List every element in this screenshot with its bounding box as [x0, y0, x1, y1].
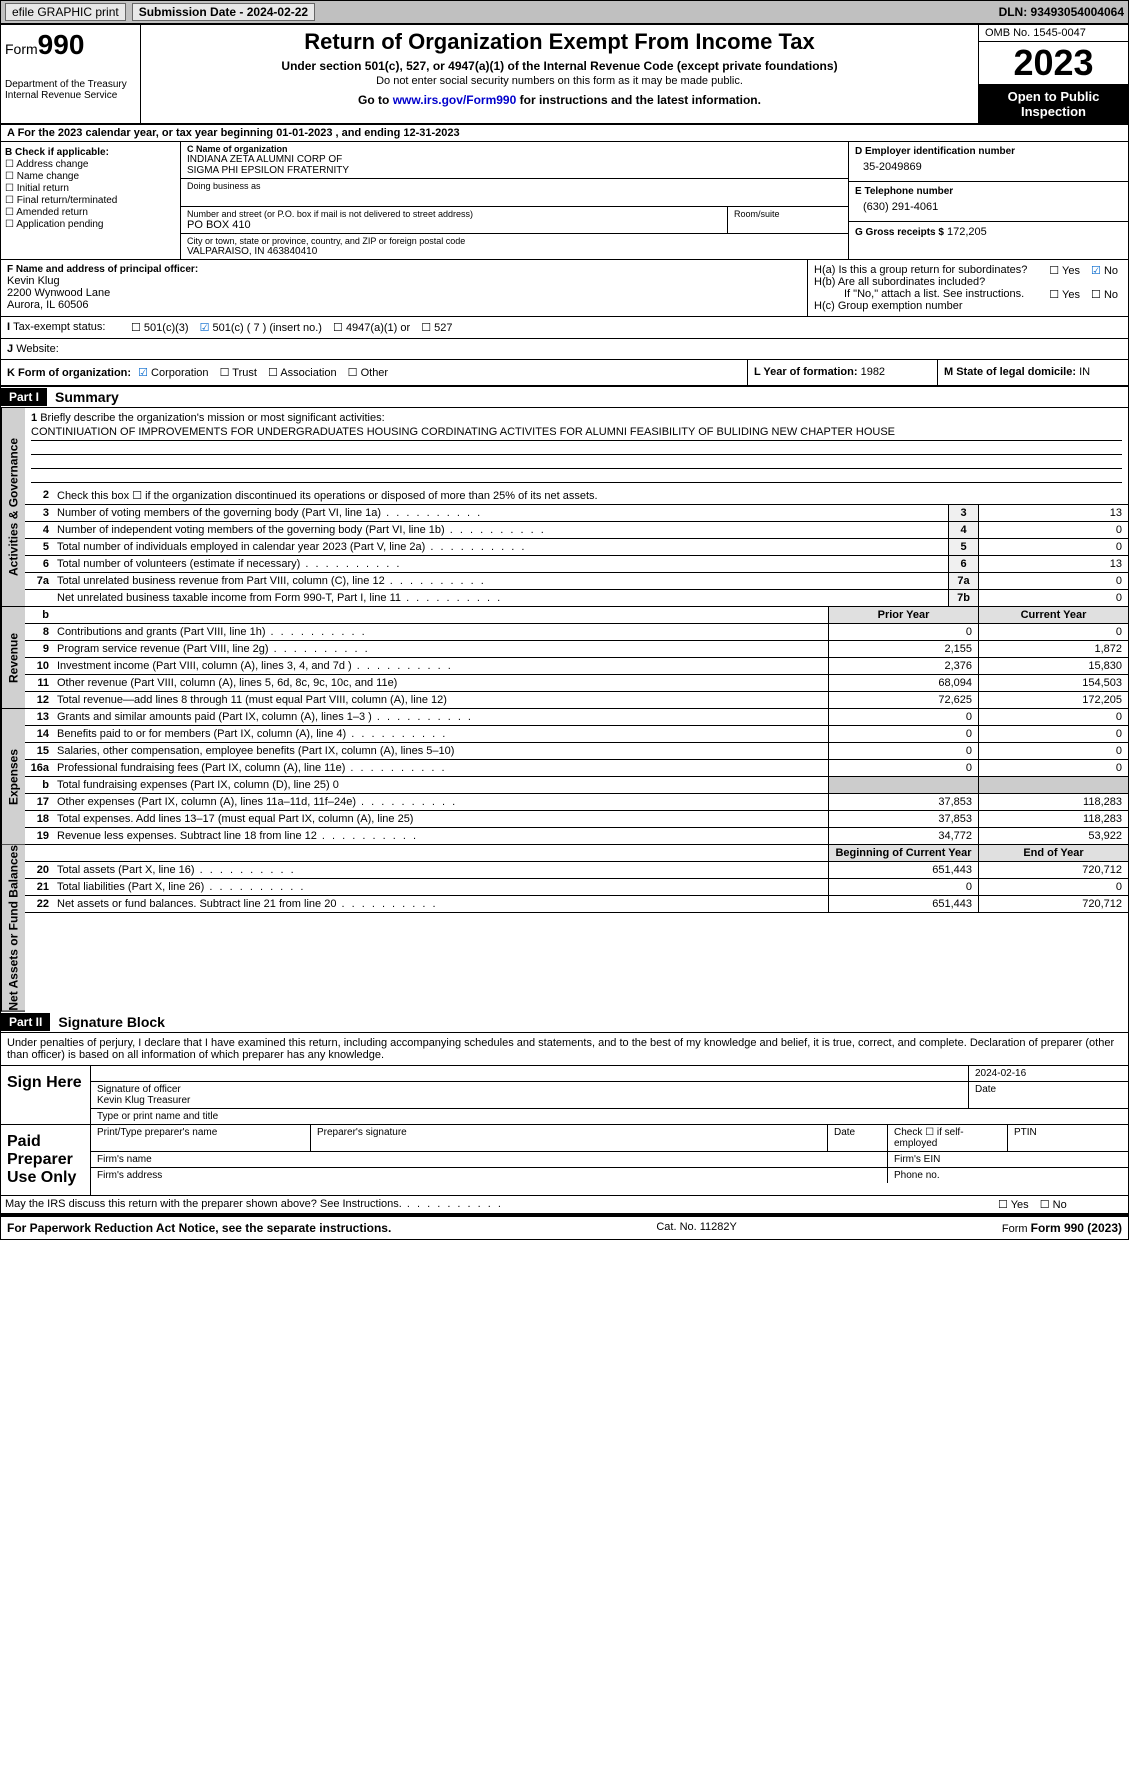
val-4: 0 [978, 522, 1128, 538]
goto-link-row: Go to www.irs.gov/Form990 for instructio… [149, 93, 970, 107]
chk-name-change[interactable]: Name change [5, 171, 176, 182]
officer-name: Kevin Klug [7, 275, 801, 287]
ssn-note: Do not enter social security numbers on … [149, 75, 970, 87]
tax-4947[interactable]: 4947(a)(1) or [333, 321, 410, 334]
paid-preparer-label: Paid Preparer Use Only [1, 1125, 91, 1195]
chk-initial-return[interactable]: Initial return [5, 183, 176, 194]
irs-link[interactable]: www.irs.gov/Form990 [393, 93, 517, 107]
street-address: PO BOX 410 [187, 219, 721, 231]
open-to-public: Open to Public Inspection [979, 85, 1128, 123]
year-formation: 1982 [861, 366, 885, 378]
form-subtitle: Under section 501(c), 527, or 4947(a)(1)… [149, 59, 970, 73]
sign-here-label: Sign Here [1, 1066, 91, 1124]
officer-sig-name: Kevin Klug Treasurer [97, 1095, 190, 1106]
val-5: 0 [978, 539, 1128, 555]
box-b: B Check if applicable: Address change Na… [1, 142, 181, 259]
chk-app-pending[interactable]: Application pending [5, 219, 176, 230]
org-assoc[interactable]: Association [268, 366, 337, 379]
org-trust[interactable]: Trust [220, 366, 257, 379]
topbar: efile GRAPHIC print Submission Date - 20… [0, 0, 1129, 24]
mission-text: CONTINIUATION OF IMPROVEMENTS FOR UNDERG… [31, 424, 1122, 441]
chk-address-change[interactable]: Address change [5, 159, 176, 170]
chk-final-return[interactable]: Final return/terminated [5, 195, 176, 206]
tax-year: 2023 [979, 42, 1128, 85]
omb-number: OMB No. 1545-0047 [979, 25, 1128, 42]
form-title: Return of Organization Exempt From Incom… [149, 29, 970, 55]
officer-addr1: 2200 Wynwood Lane [7, 287, 801, 299]
irs-discuss-yes[interactable]: Yes [998, 1198, 1029, 1211]
hb-no[interactable]: No [1091, 288, 1118, 301]
efile-print-button[interactable]: efile GRAPHIC print [5, 3, 126, 21]
ein: 35-2049869 [855, 157, 1122, 177]
city-state-zip: VALPARAISO, IN 463840410 [187, 246, 842, 257]
side-netassets: Net Assets or Fund Balances [1, 845, 25, 1012]
state-domicile: IN [1079, 366, 1090, 378]
perjury-declaration: Under penalties of perjury, I declare th… [1, 1033, 1128, 1066]
side-activities: Activities & Governance [1, 408, 25, 607]
form-number: Form990 [5, 29, 136, 61]
side-revenue: Revenue [1, 607, 25, 709]
org-other[interactable]: Other [348, 366, 388, 379]
chk-amended-return[interactable]: Amended return [5, 207, 176, 218]
form-990: Form990 Department of the Treasury Inter… [0, 24, 1129, 1240]
telephone: (630) 291-4061 [855, 197, 1122, 217]
tax-501c3[interactable]: 501(c)(3) [131, 321, 189, 334]
tax-501c[interactable]: 501(c) ( 7 ) (insert no.) [200, 321, 322, 334]
val-7a: 0 [978, 573, 1128, 589]
side-expenses: Expenses [1, 709, 25, 845]
org-name-1: INDIANA ZETA ALUMNI CORP OF [187, 154, 842, 165]
org-name-2: SIGMA PHI EPSILON FRATERNITY [187, 165, 842, 176]
hb-yes[interactable]: Yes [1049, 288, 1080, 301]
part-i-header: Part I [1, 388, 47, 406]
val-3: 13 [978, 505, 1128, 521]
line-a-period: A For the 2023 calendar year, or tax yea… [1, 125, 1128, 142]
footer: For Paperwork Reduction Act Notice, see … [1, 1215, 1128, 1239]
val-7b: 0 [978, 590, 1128, 606]
officer-addr2: Aurora, IL 60506 [7, 299, 801, 311]
tax-527[interactable]: 527 [421, 321, 452, 334]
box-c: C Name of organization INDIANA ZETA ALUM… [181, 142, 848, 259]
gross-receipts: 172,205 [947, 226, 987, 238]
val-6: 13 [978, 556, 1128, 572]
ha-no[interactable]: No [1091, 264, 1118, 277]
irs-discuss-no[interactable]: No [1040, 1198, 1067, 1211]
part-ii-header: Part II [1, 1013, 50, 1031]
org-corp[interactable]: Corporation [138, 366, 208, 379]
dln: DLN: 93493054004064 [999, 5, 1124, 19]
sig-date: 2024-02-16 [968, 1066, 1128, 1081]
submission-date: Submission Date - 2024-02-22 [132, 3, 315, 21]
department: Department of the Treasury Internal Reve… [5, 79, 136, 101]
ha-yes[interactable]: Yes [1049, 264, 1080, 277]
